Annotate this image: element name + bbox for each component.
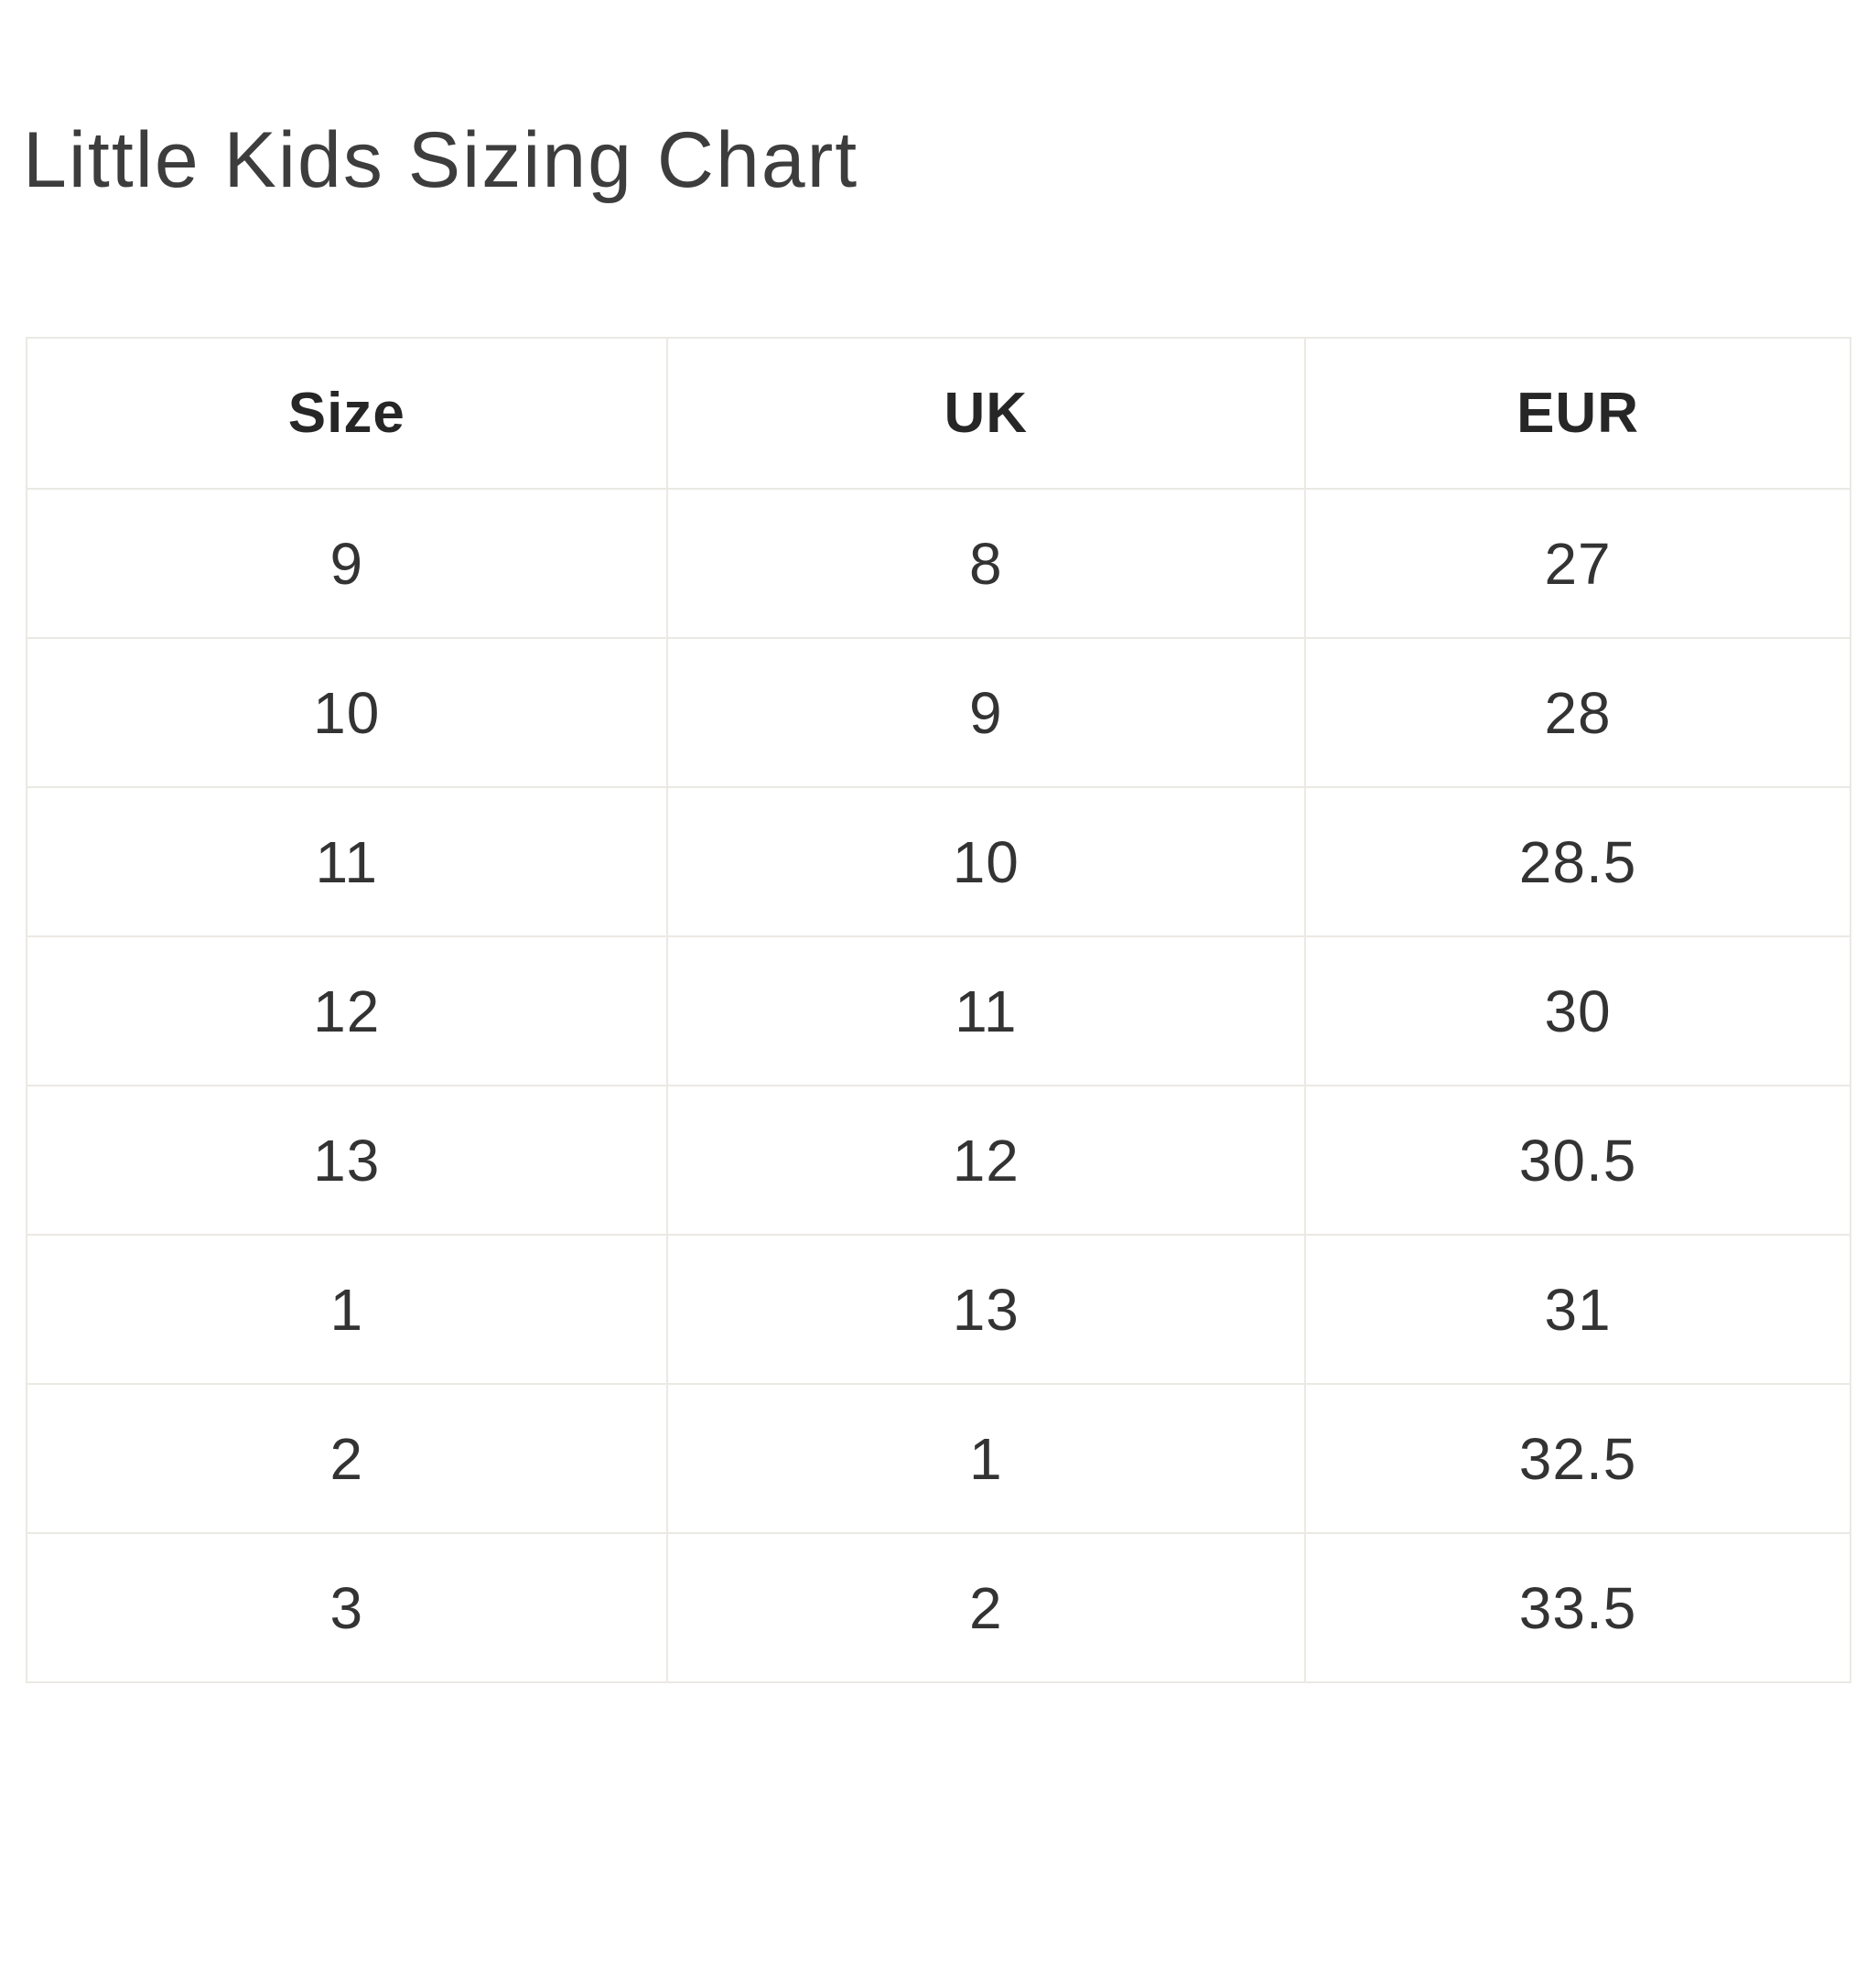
table-cell-uk: 11 [665,935,1307,1086]
table-cell-eur: 27 [1304,488,1851,639]
table-cell-size: 12 [26,935,668,1086]
page-title: Little Kids Sizing Chart [23,116,859,204]
table-cell-eur: 28 [1304,637,1851,788]
table-row: 1 13 31 [26,1234,1851,1385]
table-row: 3 2 33.5 [26,1532,1851,1683]
table-cell-uk: 2 [665,1532,1307,1683]
table-row: 10 9 28 [26,637,1851,788]
table-cell-uk: 1 [665,1383,1307,1534]
table-cell-uk: 12 [665,1085,1307,1236]
table-row: 2 1 32.5 [26,1383,1851,1534]
table-cell-eur: 30.5 [1304,1085,1851,1236]
table-cell-uk: 13 [665,1234,1307,1385]
table-row: 13 12 30.5 [26,1085,1851,1236]
table-cell-eur: 30 [1304,935,1851,1086]
table-body: 9 8 27 10 9 28 11 10 28.5 12 11 30 13 12 30.5 1 13 31 2 1 32… [26,488,1851,1683]
sizing-table: Size UK EUR 9 8 27 10 9 28 11 10 28.5 12 11 30 13 12 30.… [26,337,1851,1683]
table-cell-uk: 8 [665,488,1307,639]
table-cell-size: 9 [26,488,668,639]
size-guide-page: Little Kids Sizing Chart Size UK EUR 9 8 27 1… [0,121,1867,1988]
column-header-size: Size [26,337,668,490]
table-cell-size: 3 [26,1532,668,1683]
table-cell-size: 13 [26,1085,668,1236]
table-row: 9 8 27 [26,488,1851,639]
table-cell-size: 10 [26,637,668,788]
table-cell-eur: 31 [1304,1234,1851,1385]
table-cell-uk: 9 [665,637,1307,788]
table-cell-size: 2 [26,1383,668,1534]
table-cell-eur: 33.5 [1304,1532,1851,1683]
column-header-eur: EUR [1304,337,1851,490]
table-row: 11 10 28.5 [26,786,1851,937]
table-cell-size: 1 [26,1234,668,1385]
table-row: 12 11 30 [26,935,1851,1086]
table-cell-eur: 28.5 [1304,786,1851,937]
table-header-row: Size UK EUR [26,337,1851,490]
table-cell-size: 11 [26,786,668,937]
table-cell-eur: 32.5 [1304,1383,1851,1534]
table-cell-uk: 10 [665,786,1307,937]
column-header-uk: UK [665,337,1307,490]
